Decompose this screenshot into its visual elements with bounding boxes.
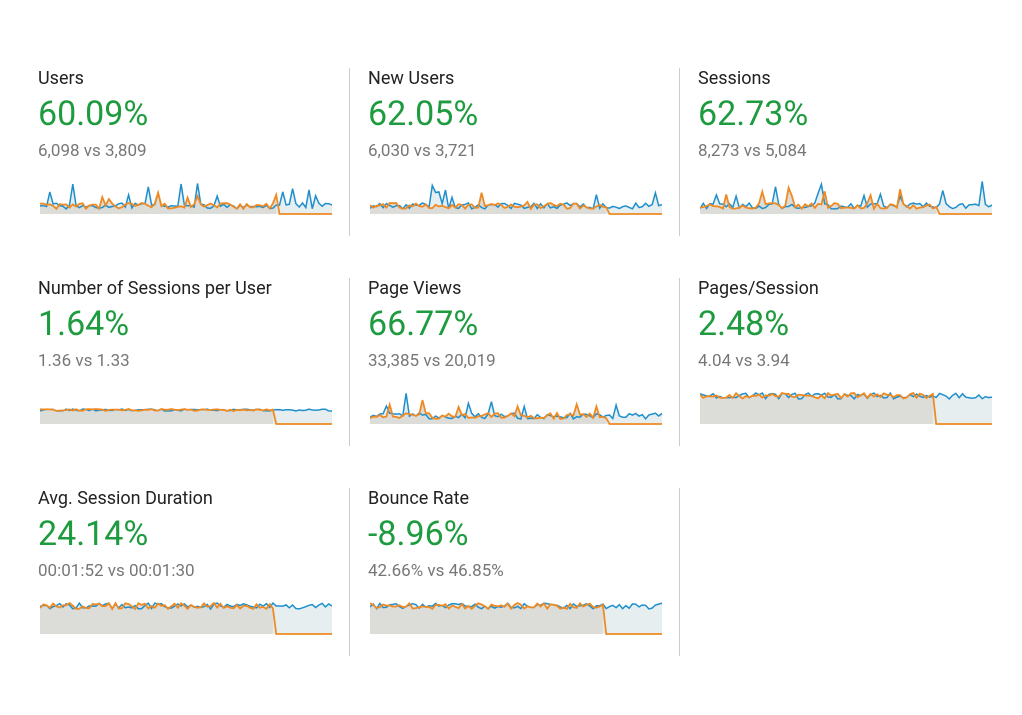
metric-card: Sessions 62.73% 8,273 vs 5,084: [698, 68, 998, 238]
metric-change: 24.14%: [38, 514, 149, 554]
sparkline-previous: [370, 601, 662, 635]
metric-change: 2.48%: [698, 304, 790, 344]
sparkline-previous: [40, 189, 332, 215]
sparkline-previous: [370, 192, 662, 215]
sparkline: [700, 181, 992, 215]
metric-card: New Users 62.05% 6,030 vs 3,721: [368, 68, 668, 238]
sparkline-area: [700, 393, 933, 424]
metric-comparison: 8,273 vs 5,084: [698, 141, 807, 161]
sparkline: [370, 182, 662, 215]
sparkline-area: [700, 187, 937, 214]
sparkline-previous: [370, 399, 662, 425]
metric-change: 60.09%: [38, 94, 149, 134]
sparkline: [700, 391, 992, 425]
metric-card: Bounce Rate -8.96% 42.66% vs 46.85%: [368, 488, 668, 658]
sparkline-previous: [40, 408, 332, 425]
metric-change: 66.77%: [368, 304, 479, 344]
metric-comparison: 42.66% vs 46.85%: [368, 561, 504, 581]
metric-card: Number of Sessions per User 1.64% 1.36 vs …: [38, 278, 338, 448]
metric-card: Users 60.09% 6,098 vs 3,809: [38, 68, 338, 238]
metric-change: 62.73%: [698, 94, 809, 134]
sparkline: [40, 183, 332, 215]
metric-comparison: 4.04 vs 3.94: [698, 351, 790, 371]
metric-card: Avg. Session Duration 24.14% 00:01:52 vs 0…: [38, 488, 338, 658]
sparkline: [40, 601, 332, 635]
sparkline-previous: [700, 391, 992, 425]
sparkline-current: [700, 181, 992, 210]
sparkline-area: [40, 409, 273, 424]
metric-card: Page Views 66.77% 33,385 vs 20,019: [368, 278, 668, 448]
metric-title: Bounce Rate: [368, 488, 470, 509]
divider: [679, 68, 680, 236]
metric-comparison: 33,385 vs 20,019: [368, 351, 496, 371]
divider: [349, 488, 350, 656]
sparkline: [40, 408, 332, 425]
sparkline-area: [40, 603, 273, 634]
metric-title: New Users: [368, 68, 455, 89]
divider: [349, 68, 350, 236]
metric-title: Number of Sessions per User: [38, 278, 272, 299]
metric-card: Pages/Session 2.48% 4.04 vs 3.94: [698, 278, 998, 448]
metric-comparison: 1.36 vs 1.33: [38, 351, 130, 371]
metric-title: Pages/Session: [698, 278, 819, 299]
sparkline-previous: [700, 184, 992, 215]
divider: [679, 278, 680, 446]
metric-change: 1.64%: [38, 304, 130, 344]
sparkline-previous: [40, 601, 332, 635]
divider: [349, 278, 350, 446]
metric-comparison: 6,030 vs 3,721: [368, 141, 477, 161]
metric-comparison: 00:01:52 vs 00:01:30: [38, 561, 195, 581]
sparkline-area: [370, 192, 607, 214]
sparkline-area: [370, 603, 603, 634]
metric-title: Avg. Session Duration: [38, 488, 213, 509]
metric-title: Users: [38, 68, 84, 89]
metric-change: -8.96%: [368, 514, 469, 554]
sparkline-current: [40, 601, 332, 611]
sparkline: [370, 393, 662, 425]
metric-change: 62.05%: [368, 94, 479, 134]
sparkline: [370, 601, 662, 635]
metric-title: Sessions: [698, 68, 771, 89]
metric-title: Page Views: [368, 278, 462, 299]
divider: [679, 488, 680, 656]
metric-comparison: 6,098 vs 3,809: [38, 141, 147, 161]
